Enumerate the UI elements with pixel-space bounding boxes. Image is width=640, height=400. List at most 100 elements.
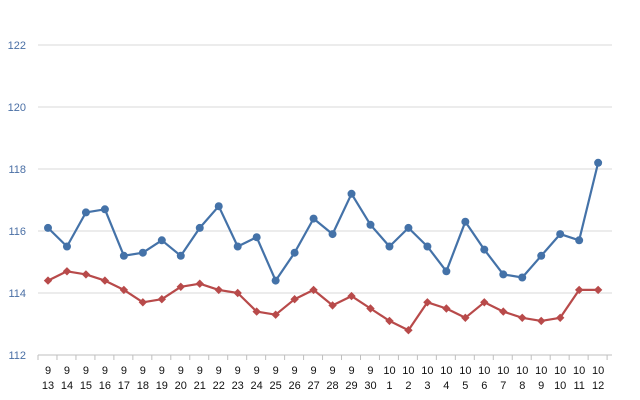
series-1-point [537,251,546,260]
series-2-point [195,279,204,288]
x-tick-label-month: 9 [216,365,222,377]
series-2-point [404,326,413,335]
x-tick-label-day: 24 [251,380,263,392]
series-1-point [157,236,166,245]
series-2-point [555,313,565,322]
x-tick-label-month: 9 [102,365,108,377]
series-2-point [214,285,223,295]
series-1-point [518,273,527,282]
x-tick-label-day: 21 [194,380,206,392]
series-1-point [404,223,413,232]
series-1-point [290,248,299,257]
series-1-point [119,251,128,260]
series-2-point [252,307,261,316]
series-1-point [214,202,223,211]
x-tick-label-month: 9 [367,365,373,377]
x-tick-label-day: 7 [500,380,506,392]
x-tick-label-month: 10 [554,365,566,377]
series-1-point [309,214,318,223]
series-1-point [271,276,280,285]
x-tick-label-day: 10 [554,380,566,392]
x-tick-label-day: 9 [538,380,544,392]
series-2-point [328,301,337,310]
series-2-point [81,270,91,279]
y-tick-label: 112 [8,350,26,362]
x-tick-label-month: 9 [329,365,335,377]
y-tick-label: 120 [8,102,26,114]
series-2-point [347,291,356,301]
x-tick-label-day: 1 [386,380,392,392]
y-tick-label: 116 [8,226,26,238]
series-1-line [47,162,600,282]
x-tick-label-day: 28 [326,380,338,392]
series-2-point [62,267,72,276]
x-tick-label-month: 9 [159,365,165,377]
series-2-point [366,304,375,313]
series-1-point [347,189,356,198]
x-tick-label-day: 30 [364,380,376,392]
x-tick-label-day: 29 [345,380,357,392]
y-tick-label: 118 [8,164,26,176]
series-1-point [594,158,603,167]
series-1-point [176,251,185,260]
x-tick-label-month: 9 [254,365,260,377]
series-1-point [499,270,508,279]
x-tick-label-day: 15 [80,380,92,392]
x-tick-label-month: 10 [383,365,395,377]
series-1-point [195,223,204,232]
series-2-point [138,298,148,307]
x-tick-label-day: 12 [592,380,604,392]
series-2-point [442,304,451,313]
x-tick-label-month: 10 [402,365,414,377]
x-tick-label-month: 9 [197,365,203,377]
series-1-point [328,230,337,239]
x-tick-label-month: 10 [459,365,471,377]
series-1-point [385,242,394,251]
x-tick-label-month: 10 [497,365,509,377]
series-2-point [385,316,394,326]
series-2-point [461,313,470,322]
x-tick-label-month: 9 [348,365,354,377]
series-1-point [44,223,52,232]
x-tick-label-month: 9 [83,365,89,377]
series-2-point [271,310,280,319]
series-1-point [252,233,261,242]
x-tick-label-month: 9 [45,365,51,377]
x-tick-label-month: 10 [592,365,604,377]
series-2-point [593,285,603,295]
series-1-point [233,242,242,251]
x-tick-label-day: 18 [137,380,149,392]
x-tick-label-month: 9 [64,365,70,377]
series-1-point [100,205,109,214]
series-2-point [309,285,318,295]
series-1-point [62,242,71,251]
x-tick-label-day: 5 [462,380,468,392]
y-tick-label: 122 [8,40,26,52]
series-1-point [480,245,489,254]
series-2-point [100,276,110,285]
series-2-point [499,307,508,316]
x-tick-label-day: 27 [307,380,319,392]
x-tick-label-month: 9 [292,365,298,377]
x-tick-label-month: 10 [535,365,547,377]
x-tick-label-day: 14 [61,380,73,392]
series-2-point [290,295,299,304]
x-tick-label-day: 25 [270,380,282,392]
x-tick-label-day: 2 [405,380,411,392]
x-tick-label-day: 8 [519,380,525,392]
x-tick-label-day: 22 [213,380,225,392]
x-tick-label-day: 6 [481,380,487,392]
series-2-point [43,276,53,285]
series-1-point [556,230,565,239]
x-tick-label-day: 4 [443,380,449,392]
series-2-point [233,288,242,298]
series-1-point [575,236,584,245]
x-tick-label-day: 11 [573,380,584,392]
x-tick-label-day: 20 [175,380,187,392]
series-1-point [461,217,470,226]
x-tick-label-day: 16 [99,380,111,392]
series-2-point [574,285,584,295]
series-1-point [81,208,90,217]
x-tick-label-month: 10 [421,365,433,377]
